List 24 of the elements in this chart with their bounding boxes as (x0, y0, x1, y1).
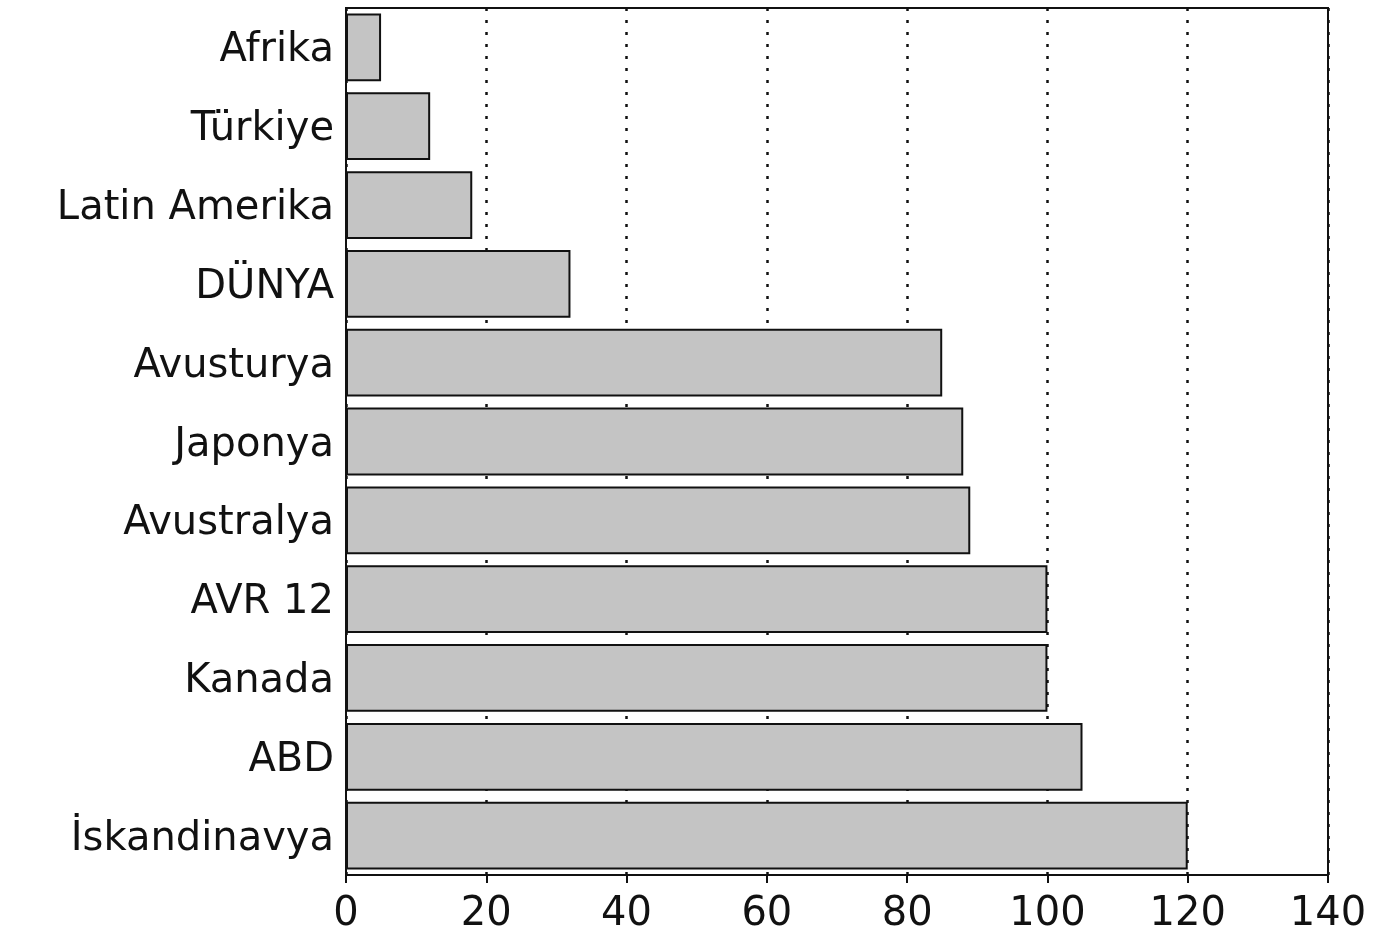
x-tick-label: 60 (741, 888, 793, 934)
y-tick-label: Avustralya (123, 497, 334, 544)
x-tick-label: 120 (1149, 888, 1226, 934)
bar (346, 328, 943, 397)
y-tick-label: Avusturya (133, 339, 334, 386)
y-tick-label: İskandinavya (70, 811, 334, 859)
y-tick-label: Türkiye (189, 103, 334, 150)
x-tick-label: 0 (333, 888, 359, 934)
bar (346, 171, 473, 239)
x-tick-label: 140 (1289, 888, 1367, 934)
x-tick-label: 20 (460, 888, 512, 934)
y-tick-label: Japonya (171, 418, 334, 465)
y-tick-label: DÜNYA (195, 259, 335, 307)
bar (346, 486, 971, 555)
y-tick-label: Latin Amerika (56, 182, 334, 229)
x-tick-label: 100 (1009, 888, 1086, 934)
x-tick-label: 80 (881, 888, 933, 934)
x-tick-label: 40 (601, 888, 653, 934)
bar (346, 722, 1083, 791)
y-tick-label: Afrika (219, 24, 334, 71)
y-tick-label: ABD (248, 733, 334, 780)
bar (346, 92, 431, 161)
y-tick-label: AVR 12 (190, 576, 334, 623)
y-tick-label: Kanada (184, 654, 334, 701)
